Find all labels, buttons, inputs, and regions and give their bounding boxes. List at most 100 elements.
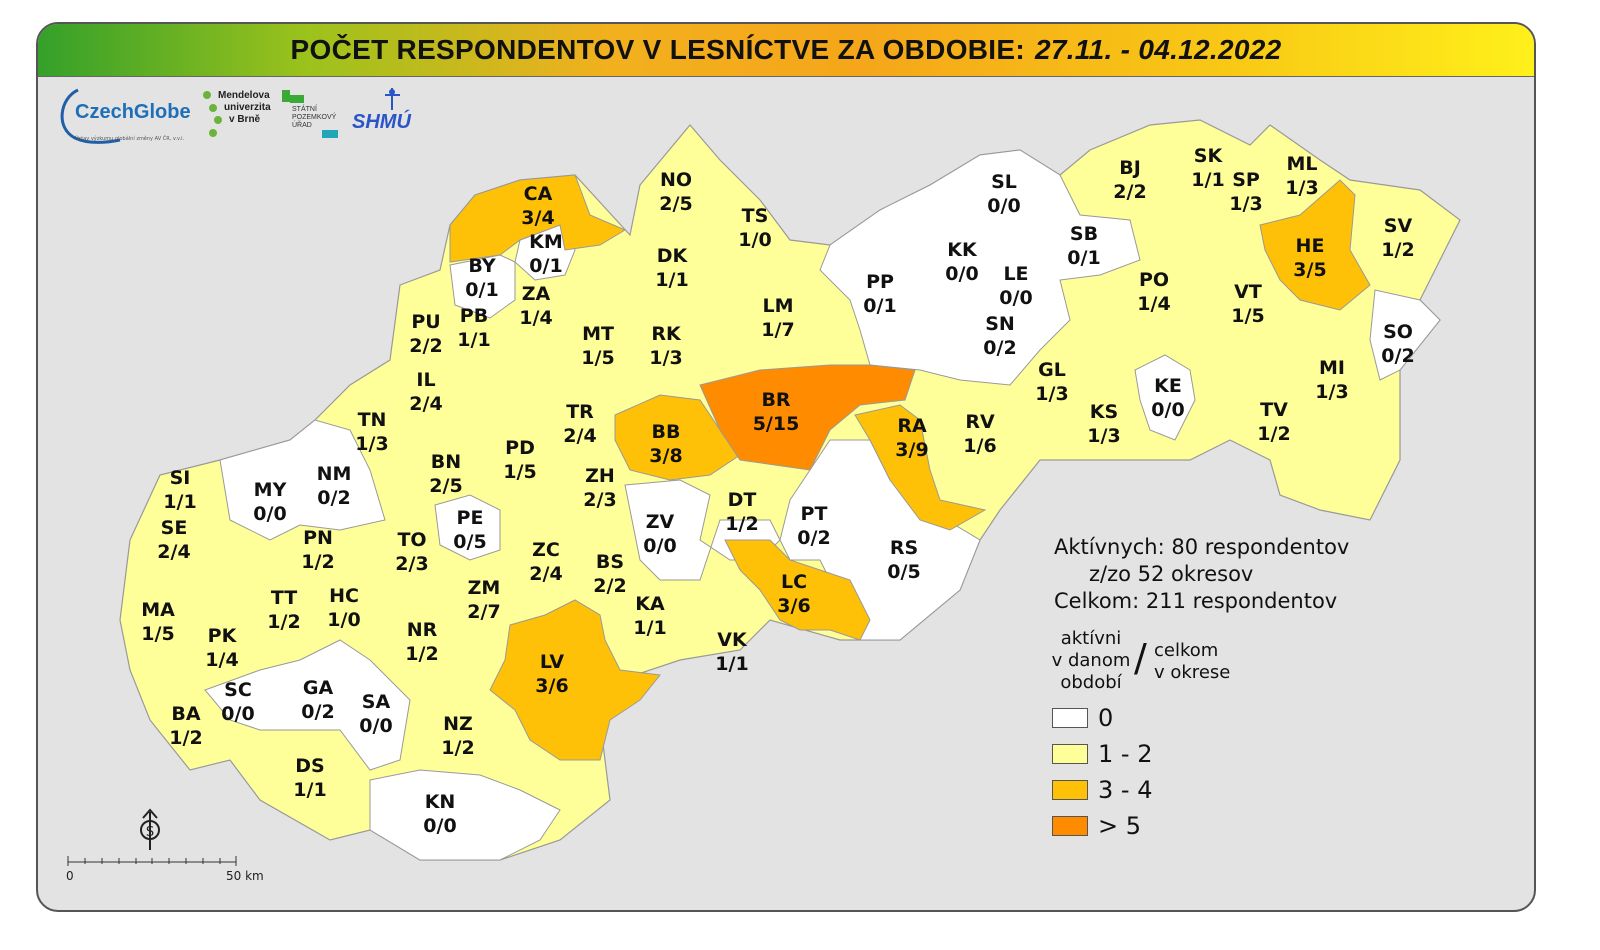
logo-mendel: Mendelova univerzita v Brně	[203, 90, 271, 137]
district-code: DK	[657, 245, 689, 267]
district-code: CA	[524, 183, 553, 205]
district-code: KA	[635, 593, 665, 615]
district-ts: TS1/0	[738, 205, 771, 251]
district-code: PN	[303, 527, 333, 549]
district-code: KM	[529, 231, 563, 253]
district-code: DT	[728, 489, 757, 511]
district-za: ZA1/4	[519, 283, 552, 329]
district-shape-kn	[369, 769, 561, 861]
district-tt: TT1/2	[267, 587, 300, 633]
district-code: ML	[1286, 153, 1317, 175]
district-code: ZH	[585, 465, 615, 487]
svg-text:SHMÚ: SHMÚ	[352, 109, 411, 133]
district-sn: SN0/2	[983, 313, 1016, 359]
district-code: PD	[505, 437, 535, 459]
stats-total: Celkom: 211 respondentov	[1054, 589, 1338, 613]
district-value: 2/4	[409, 393, 442, 415]
district-code: PO	[1139, 269, 1169, 291]
district-by: BY0/1	[465, 255, 498, 301]
district-code: SO	[1383, 321, 1413, 343]
district-pn: PN1/2	[301, 527, 334, 573]
legend-left-l1: aktívni	[1060, 628, 1122, 649]
district-sv: SV1/2	[1381, 215, 1414, 261]
district-value: 1/5	[141, 623, 174, 645]
scale-bar	[67, 856, 237, 866]
district-value: 2/2	[593, 575, 626, 597]
district-value: 0/1	[529, 255, 562, 277]
district-code: SB	[1070, 223, 1098, 245]
north-arrow-icon: S	[140, 808, 160, 850]
district-code: LM	[762, 295, 793, 317]
district-value: 1/4	[1137, 293, 1170, 315]
district-shape-so	[1369, 289, 1441, 381]
logo-shmu: SHMÚ	[352, 88, 411, 133]
district-zv: ZV0/0	[643, 511, 676, 557]
district-he: HE3/5	[1293, 235, 1326, 281]
district-shape-sc-ga-sa	[204, 639, 411, 771]
district-code: NZ	[443, 713, 473, 735]
district-nz: NZ1/2	[441, 713, 474, 759]
district-code: SA	[362, 691, 391, 713]
svg-text:v Brně: v Brně	[229, 114, 261, 125]
district-le: LE0/0	[999, 263, 1032, 309]
district-value: 1/3	[1285, 177, 1318, 199]
district-value: 0/0	[999, 287, 1032, 309]
district-si: SI1/1	[163, 467, 196, 513]
district-value: 1/4	[205, 649, 238, 671]
svg-text:STÁTNÍ: STÁTNÍ	[292, 104, 317, 113]
district-value: 0/0	[221, 703, 254, 725]
district-code: BS	[596, 551, 624, 573]
district-lc: LC3/6	[777, 571, 810, 617]
district-il: IL2/4	[409, 369, 442, 415]
district-sb: SB0/1	[1067, 223, 1100, 269]
district-po: PO1/4	[1137, 269, 1170, 315]
legend-item: > 5	[1052, 808, 1152, 844]
district-code: TT	[271, 587, 297, 609]
district-value: 2/5	[659, 193, 692, 215]
legend-right-l1: celkom	[1154, 640, 1219, 661]
legend-swatch-1	[1052, 744, 1088, 764]
district-code: LC	[781, 571, 807, 593]
district-shape-north-white	[819, 149, 1141, 386]
district-sk: SK1/1	[1191, 145, 1224, 191]
district-code: PU	[411, 311, 440, 333]
district-shape-ke	[1134, 354, 1196, 441]
district-value: 1/3	[649, 347, 682, 369]
legend-slash: /	[1134, 636, 1147, 680]
district-value: 0/5	[887, 561, 920, 583]
district-shape-lv	[489, 599, 661, 761]
district-code: MT	[582, 323, 614, 345]
district-code: GL	[1038, 359, 1066, 381]
district-code: IL	[416, 369, 435, 391]
district-value: 0/0	[359, 715, 392, 737]
district-shape-br	[699, 364, 916, 471]
district-pu: PU2/2	[409, 311, 442, 357]
stats-active: Aktívnych: 80 respondentov	[1054, 535, 1350, 559]
legend-item: 1 - 2	[1052, 736, 1152, 772]
district-value: 0/2	[797, 527, 830, 549]
district-ke: KE0/0	[1151, 375, 1184, 421]
district-code: ZA	[522, 283, 551, 305]
district-value: 1/5	[581, 347, 614, 369]
district-pb: PB1/1	[457, 305, 490, 351]
district-ka: KA1/1	[633, 593, 666, 639]
legend-swatch-3	[1052, 816, 1088, 836]
district-value: 2/3	[395, 553, 428, 575]
district-tn: TN1/3	[355, 409, 388, 455]
district-value: 1/2	[1257, 423, 1290, 445]
svg-text:S: S	[146, 825, 154, 840]
district-code: VK	[717, 629, 748, 651]
district-value: 1/1	[457, 329, 490, 351]
district-code: ZV	[646, 511, 675, 533]
district-value: 2/7	[467, 601, 500, 623]
district-code: KS	[1090, 401, 1118, 423]
district-value: 0/2	[1381, 345, 1414, 367]
district-code: TS	[742, 205, 769, 227]
district-code: PE	[457, 507, 484, 529]
district-code: NM	[317, 463, 352, 485]
district-code: PB	[460, 305, 488, 327]
legend-item: 0	[1052, 700, 1152, 736]
district-value: 2/4	[157, 541, 190, 563]
district-gl: GL1/3	[1035, 359, 1068, 405]
district-ca: CA3/4	[521, 183, 554, 229]
